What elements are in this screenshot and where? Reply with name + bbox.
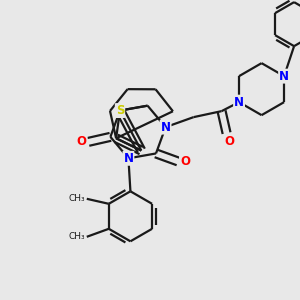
Text: N: N xyxy=(160,121,171,134)
Text: S: S xyxy=(116,104,124,117)
Text: CH₃: CH₃ xyxy=(68,194,85,203)
Text: O: O xyxy=(225,135,235,148)
Text: N: N xyxy=(123,152,134,165)
Text: O: O xyxy=(180,155,190,168)
Text: N: N xyxy=(234,96,244,109)
Text: O: O xyxy=(76,135,86,148)
Text: N: N xyxy=(279,70,289,83)
Text: CH₃: CH₃ xyxy=(68,232,85,241)
